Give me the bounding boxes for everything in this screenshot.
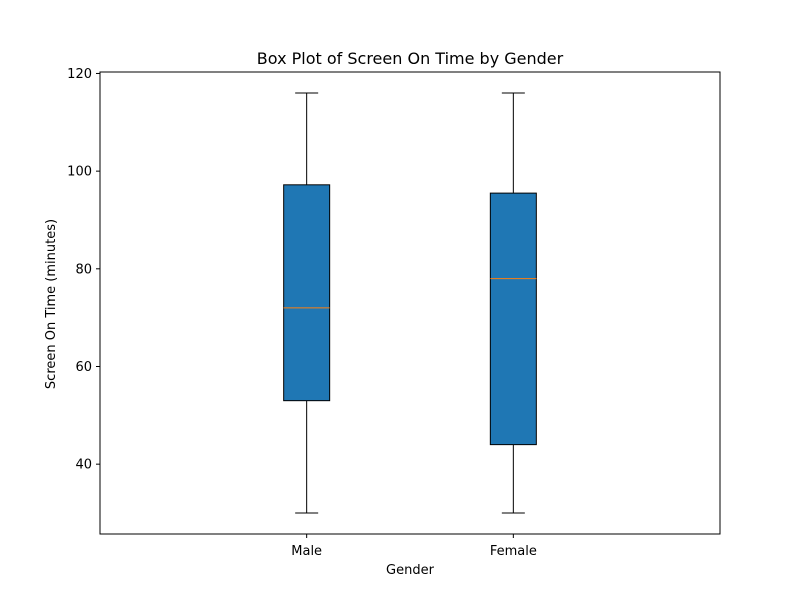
box-female bbox=[489, 192, 537, 446]
plot-layer: 40 60 80 100 120 Male Female bbox=[67, 67, 537, 559]
y-tick-label: 120 bbox=[67, 67, 92, 82]
y-axis-label: Screen On Time (minutes) bbox=[44, 219, 59, 389]
y-tick-label: 80 bbox=[75, 262, 92, 277]
plot-frame bbox=[99, 71, 721, 535]
x-tick-label: Female bbox=[490, 544, 537, 559]
box-male bbox=[283, 184, 331, 402]
chart-title: Box Plot of Screen On Time by Gender bbox=[257, 49, 564, 68]
y-tick-label: 40 bbox=[75, 458, 92, 473]
y-tick-label: 100 bbox=[67, 165, 92, 180]
y-tick-label: 60 bbox=[75, 360, 92, 375]
x-tick-label: Male bbox=[291, 544, 322, 559]
x-axis-label: Gender bbox=[386, 563, 435, 578]
